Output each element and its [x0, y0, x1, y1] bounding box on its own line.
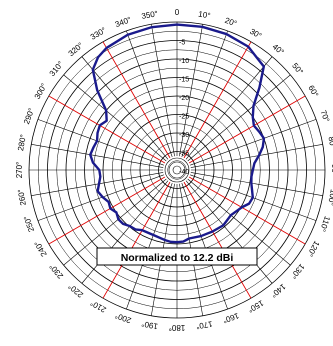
radial-tick-label: -30: [179, 132, 189, 139]
grid-spoke: [188, 95, 306, 164]
grid-spoke: [102, 41, 171, 159]
radial-tick-label: -5: [179, 40, 185, 47]
annotation-text: Normalized to 12.2 dBi: [121, 252, 234, 264]
angle-labels: 0 10° 20° 30° 40° 50°60° 70° 80° 90° 100° 110° 120°…: [15, 8, 333, 332]
grid-inner-ring: [168, 161, 186, 179]
angle-tick-label: 320°: [67, 41, 85, 59]
angle-tick-label: 90°: [330, 164, 333, 176]
grid-spoke: [179, 24, 203, 157]
radial-tick-label: -25: [179, 114, 189, 121]
grid-spoke: [63, 178, 167, 266]
angle-tick-label: 200°: [114, 311, 133, 325]
grid-spoke: [187, 74, 291, 162]
grid-spoke: [31, 144, 164, 168]
grid-spoke: [188, 176, 306, 245]
grid-spoke: [183, 41, 252, 159]
grid-spoke: [102, 181, 171, 299]
angle-tick-label: 20°: [224, 16, 238, 29]
angle-tick-label: 240°: [33, 239, 49, 258]
angle-tick-label: 0: [175, 8, 180, 17]
series-layer: [89, 23, 266, 244]
grid-inner-ring: [172, 165, 182, 175]
angle-tick-label: 60°: [306, 84, 320, 99]
angle-tick-label: 190°: [141, 319, 159, 331]
grid-spoke: [190, 172, 323, 196]
angle-tick-label: 270°: [15, 162, 24, 179]
angle-tick-label: 290°: [22, 107, 36, 126]
grid-spoke: [181, 183, 228, 310]
grid-spoke: [187, 178, 291, 266]
angle-tick-label: 250°: [22, 215, 36, 234]
grid-spoke: [126, 183, 173, 310]
angle-tick-label: 80°: [327, 136, 333, 149]
grid-spoke: [48, 176, 166, 245]
angle-tick-label: 230°: [48, 262, 66, 280]
grid-spoke: [126, 30, 173, 157]
angle-tick-label: 340°: [114, 15, 133, 29]
radial-tick-label: -15: [179, 77, 189, 84]
angle-tick-label: 50°: [290, 61, 305, 76]
annotation-background: [96, 247, 258, 266]
grid-spoke: [183, 181, 252, 299]
annotation-box: Normalized to 12.2 dBi: [96, 247, 258, 266]
angle-tick-label: 180°: [169, 323, 186, 332]
grid-spoke: [190, 144, 323, 168]
angle-tick-label: 280°: [16, 134, 28, 152]
angle-tick-label: 70°: [319, 109, 332, 123]
angle-tick-label: 40°: [271, 42, 286, 57]
angle-tick-label: 30°: [248, 27, 263, 41]
grid-spoke: [81, 180, 169, 284]
radial-tick-label: -40: [179, 169, 189, 176]
grid-spoke: [48, 95, 166, 164]
angle-tick-label: 300°: [33, 82, 49, 101]
angle-tick-label: 350°: [141, 9, 159, 21]
grid-spoke: [37, 174, 164, 221]
radial-tick-label: -35: [179, 151, 189, 158]
radial-tick-label: -20: [179, 95, 189, 102]
grid-spoke: [151, 24, 175, 157]
angle-tick-label: 110°: [318, 215, 332, 233]
angle-tick-label: 150°: [246, 298, 265, 314]
grid-circle: [158, 151, 196, 189]
angle-tick-label: 130°: [289, 262, 307, 280]
grid-spoke: [190, 119, 317, 166]
grid-spoke: [31, 172, 164, 196]
grid-circle: [167, 160, 187, 180]
angle-tick-label: 220°: [67, 282, 85, 300]
angle-tick-label: 330°: [89, 26, 108, 42]
angle-tick-label: 260°: [16, 188, 28, 206]
angle-tick-label: 310°: [48, 60, 66, 78]
polar-grid: [28, 21, 326, 319]
angle-tick-label: 210°: [89, 298, 108, 314]
angle-tick-label: 120°: [305, 239, 321, 258]
radial-labels: -5 -10 -15 -20 -25 -30 -35 -40: [179, 40, 189, 177]
grid-spoke: [63, 74, 167, 162]
angle-tick-label: 140°: [269, 282, 287, 300]
grid-spoke: [185, 180, 273, 284]
grid-spoke: [185, 56, 273, 160]
angle-tick-label: 10°: [198, 10, 211, 21]
grid-spoke: [37, 119, 164, 166]
angle-tick-label: 160°: [222, 311, 241, 325]
grid-spoke: [181, 30, 228, 157]
series-line: [89, 23, 266, 244]
grid-inner-ring: [164, 157, 190, 183]
grid-spoke: [81, 56, 169, 160]
angle-tick-label: 170°: [195, 319, 213, 331]
angle-tick-label: 100°: [326, 188, 333, 206]
radial-tick-label: -10: [179, 58, 189, 65]
